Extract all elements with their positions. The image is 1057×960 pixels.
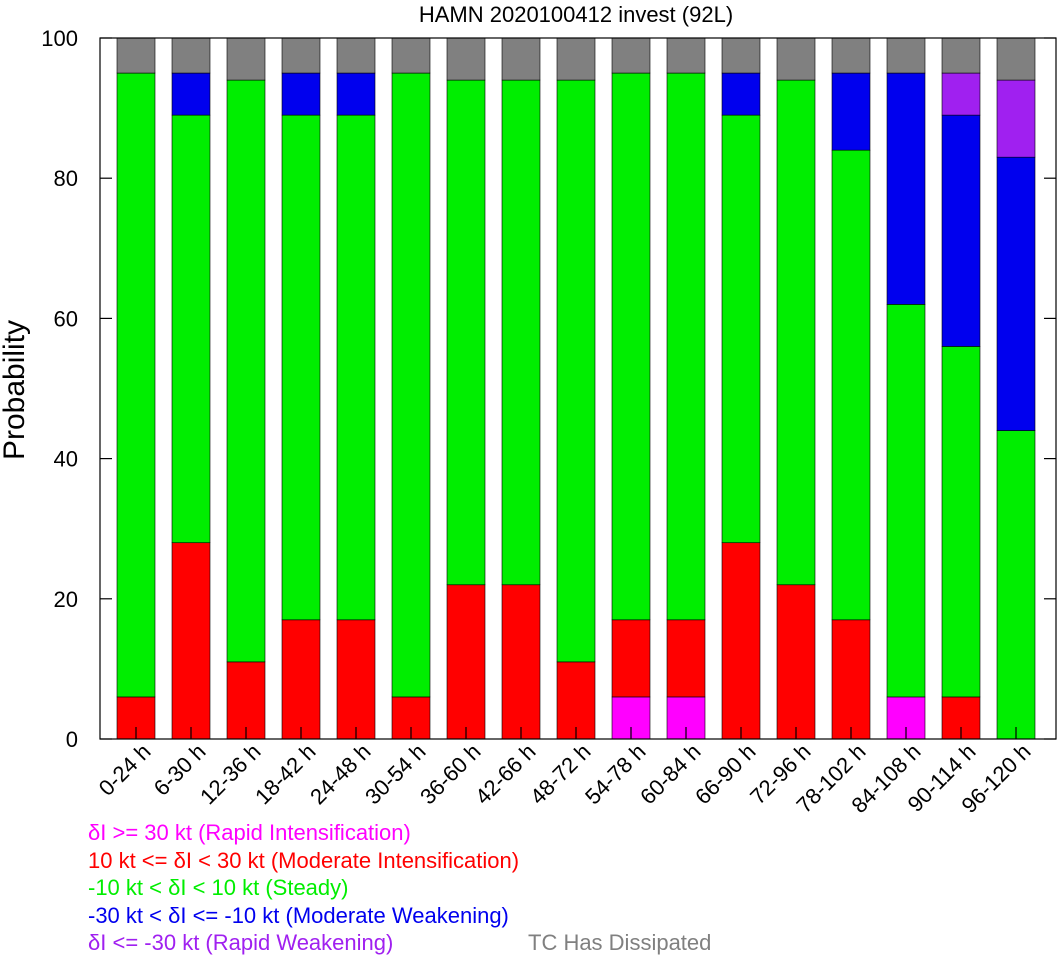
bar-segment <box>336 114 376 621</box>
x-tick-label: 0-24 h <box>94 739 156 801</box>
bar-segment <box>996 37 1036 81</box>
x-tick-label: 42-66 h <box>470 739 540 809</box>
bar-segment <box>666 72 706 621</box>
legend-moderate-intensification: 10 kt <= δI < 30 kt (Moderate Intensific… <box>88 848 520 873</box>
bar-segment <box>556 661 596 740</box>
bar-segment <box>446 79 486 586</box>
plot-frame <box>99 37 1057 740</box>
legend-rapid-intensification: δI >= 30 kt (Rapid Intensification) <box>88 820 411 845</box>
bar-segment <box>611 72 651 621</box>
bar-segment <box>171 72 211 116</box>
bar-segment <box>556 37 596 81</box>
x-tick-label: 54-78 h <box>580 739 650 809</box>
bar-segment <box>831 72 871 151</box>
x-tick-label: 30-54 h <box>360 739 430 809</box>
bar-segment <box>171 542 211 740</box>
x-tick-label: 36-60 h <box>415 739 485 809</box>
bar-segment <box>666 37 706 74</box>
chart-title: HAMN 2020100412 invest (92L) <box>419 2 733 27</box>
x-tick-label: 60-84 h <box>635 739 705 809</box>
bar-segment <box>941 37 981 74</box>
x-tick-label: 66-90 h <box>690 739 760 809</box>
bar-segment <box>721 542 761 740</box>
bar-segment <box>776 584 816 740</box>
y-axis-label: Probability <box>0 320 31 460</box>
bars-group <box>116 37 1036 740</box>
bar-segment <box>281 114 321 621</box>
bar-segment <box>721 72 761 116</box>
x-tick-label: 48-72 h <box>525 739 595 809</box>
bar-segment <box>446 584 486 740</box>
bar-segment <box>336 37 376 74</box>
y-tick-label: 80 <box>54 166 78 191</box>
bar-segment <box>501 37 541 81</box>
bar-segment <box>501 584 541 740</box>
bar-segment <box>391 37 431 74</box>
bar-segment <box>996 156 1036 431</box>
bar-segment <box>446 37 486 81</box>
x-tick-label: 18-42 h <box>250 739 320 809</box>
bar-segment <box>171 114 211 544</box>
bar-segment <box>831 37 871 74</box>
bar-segment <box>886 37 926 74</box>
bar-segment <box>941 346 981 698</box>
bar-segment <box>941 72 981 116</box>
x-tick-label: 12-36 h <box>195 739 265 809</box>
bar-segment <box>226 37 266 81</box>
stacked-bar-chart: HAMN 2020100412 invest (92L) 0-24 h6-30 … <box>0 2 1057 818</box>
bar-segment <box>226 79 266 663</box>
bar-segment <box>886 304 926 698</box>
bar-segment <box>171 37 211 74</box>
y-tick-label: 20 <box>54 587 78 612</box>
bar-segment <box>666 619 706 698</box>
bar-segment <box>831 619 871 740</box>
bar-segment <box>776 79 816 586</box>
bar-segment <box>226 661 266 740</box>
bar-segment <box>336 619 376 740</box>
bar-segment <box>831 149 871 621</box>
bar-segment <box>886 72 926 305</box>
x-tick-label: 24-48 h <box>305 739 375 809</box>
legend-steady: -10 kt < δI < 10 kt (Steady) <box>88 875 349 900</box>
y-tick-label: 40 <box>54 447 78 472</box>
bar-segment <box>116 37 156 74</box>
bar-segment <box>336 72 376 116</box>
bar-segment <box>776 37 816 81</box>
y-tick-label: 100 <box>41 26 78 51</box>
bar-segment <box>941 114 981 347</box>
bar-segment <box>556 79 596 663</box>
legend-moderate-weakening: -30 kt < δI <= -10 kt (Moderate Weakenin… <box>88 903 509 928</box>
bar-segment <box>501 79 541 586</box>
bar-segment <box>281 619 321 740</box>
bar-segment <box>721 114 761 544</box>
y-tick-label: 0 <box>66 727 78 752</box>
bar-segment <box>611 37 651 74</box>
bar-segment <box>996 430 1036 740</box>
bar-segment <box>996 79 1036 158</box>
bar-segment <box>281 72 321 116</box>
legend-tc-dissipated: TC Has Dissipated <box>528 930 712 955</box>
bar-segment <box>281 37 321 74</box>
legend-rapid-weakening: δI <= -30 kt (Rapid Weakening) <box>88 930 394 955</box>
bar-segment <box>721 37 761 74</box>
bar-segment <box>391 72 431 698</box>
bar-segment <box>611 619 651 698</box>
bar-segment <box>116 72 156 698</box>
y-tick-label: 60 <box>54 306 78 331</box>
